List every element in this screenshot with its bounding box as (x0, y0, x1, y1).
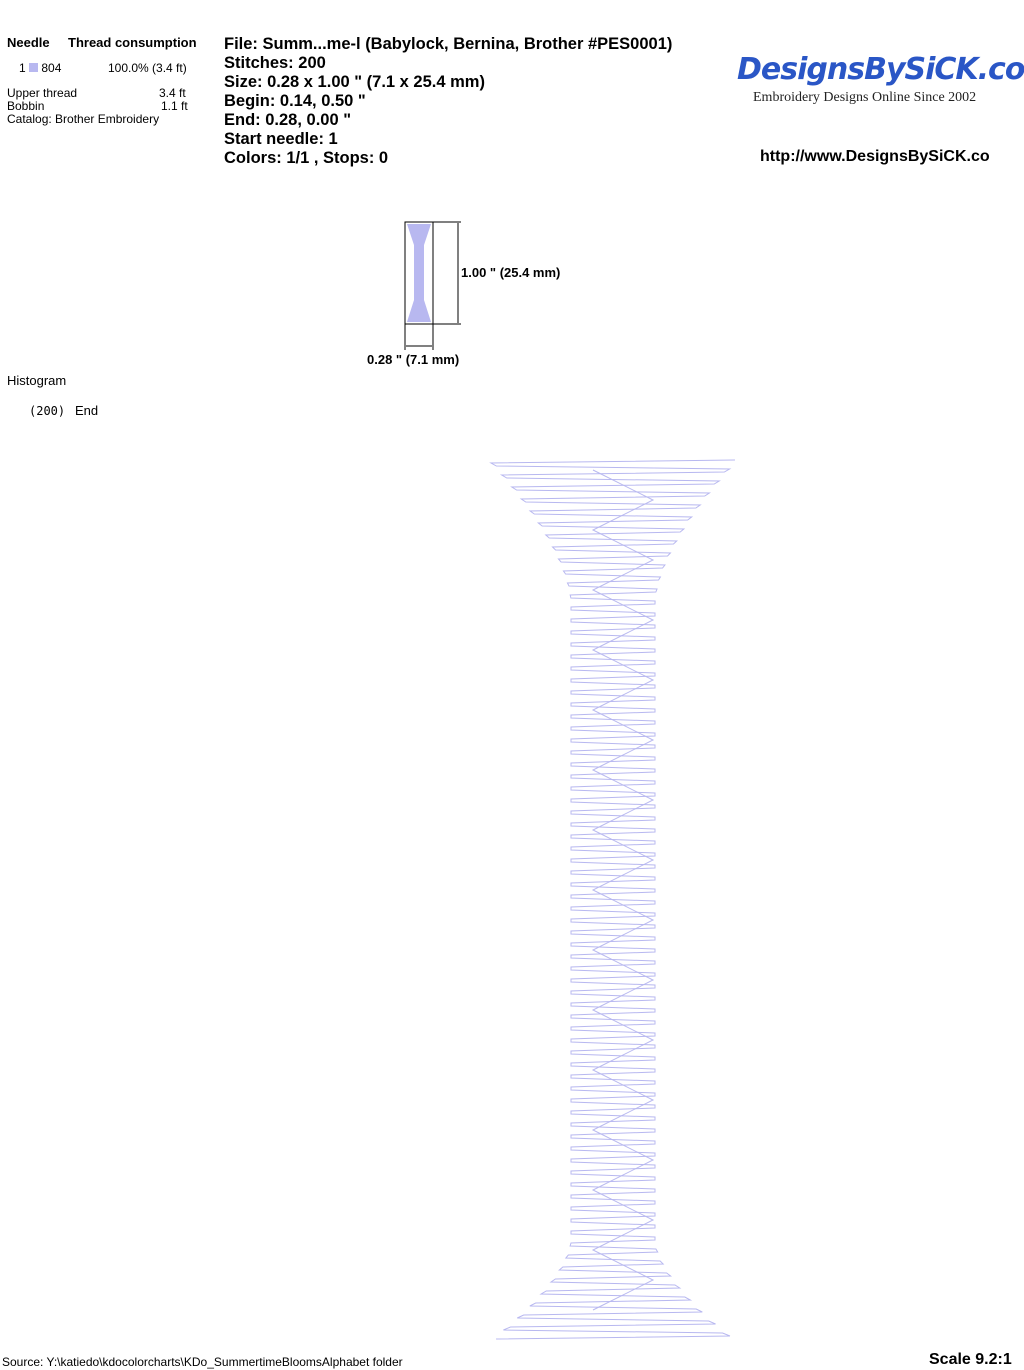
preview-stitches (407, 224, 431, 322)
end-point: End: 0.28, 0.00 " (224, 111, 352, 129)
upper-thread-value: 3.4 ft (159, 86, 186, 100)
scale-label: Scale 9.2:1 (929, 1351, 1012, 1368)
needle-header: Needle (7, 35, 50, 50)
colors-stops: Colors: 1/1 , Stops: 0 (224, 149, 389, 167)
preview-bounds (404, 221, 434, 325)
histogram-end-label: End (75, 403, 99, 418)
thread-consumption: 100.0% (3.4 ft) (108, 61, 187, 75)
design-size: Size: 0.28 x 1.00 " (7.1 x 25.4 mm) (224, 73, 485, 91)
file-name: File: Summ...me-l (Babylock, Bernina, Br… (224, 35, 673, 53)
thread-color-swatch (29, 63, 39, 72)
stitch-count: Stitches: 200 (224, 54, 326, 72)
design-info: File: Summ...me-l (Babylock, Bernina, Br… (224, 35, 672, 168)
histogram-count: (200) (29, 404, 66, 418)
height-label: 1.00 " (25.4 mm) (461, 265, 561, 280)
brand-tagline: Embroidery Designs Online Since 2002 (753, 90, 977, 105)
thread-code: 804 (41, 61, 62, 75)
brand-logo: DesignsBySiCK.com (737, 52, 1024, 87)
begin-point: Begin: 0.14, 0.50 " (224, 92, 366, 110)
width-label: 0.28 " (7.1 mm) (367, 352, 460, 367)
thread-row: 1 804 (19, 61, 61, 75)
histogram-title: Histogram (7, 373, 67, 388)
consumption-header: Thread consumption (68, 35, 197, 50)
bobbin-value: 1.1 ft (161, 99, 188, 113)
catalog: Catalog: Brother Embroidery (7, 112, 160, 126)
upper-thread-label: Upper thread (7, 86, 78, 100)
needle-number: 1 (19, 61, 26, 75)
underlay-stitch-path (591, 469, 655, 1311)
start-needle: Start needle: 1 (224, 130, 338, 148)
brand-url[interactable]: http://www.DesignsBySiCK.co (760, 148, 990, 165)
design-preview (404, 221, 461, 350)
source-path: Source: Y:\katiedo\kdocolorcharts\KDo_Su… (2, 1355, 403, 1369)
bobbin-label: Bobbin (7, 99, 45, 113)
